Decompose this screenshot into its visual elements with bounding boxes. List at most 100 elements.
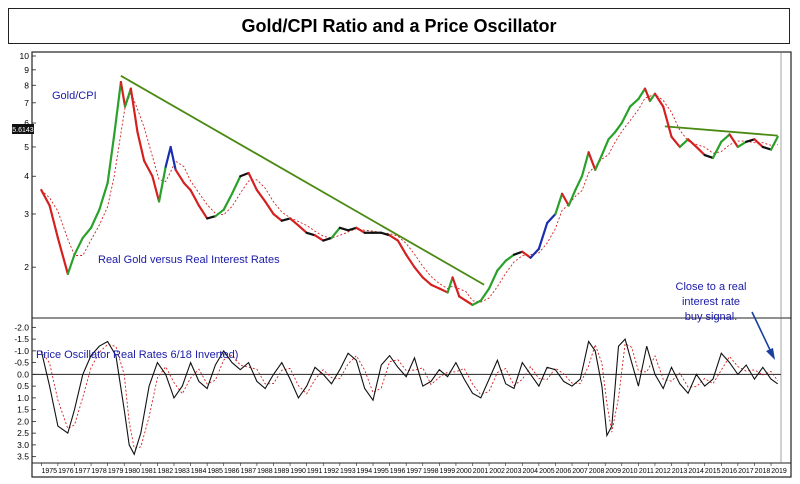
gold-cpi-segment [164,145,172,168]
x-tick-label: 2006 [556,468,572,475]
x-tick-label: 2007 [572,468,588,475]
x-tick-label: 2014 [688,468,704,475]
gold-cpi-segment [143,159,154,178]
gold-cpi-segment [129,87,139,134]
osc-tick-label: -2.0 [14,322,29,332]
x-tick-label: 1976 [58,468,74,475]
gold-cpi-segment [537,221,549,250]
gold-cpi-segment [151,175,161,203]
gold-cpi-segment [720,133,731,143]
callout-arrow-shaft [751,311,772,353]
gold-cpi-segment [222,192,234,211]
gold-cpi-segment [123,87,132,108]
y-tick-label: 3 [24,209,29,219]
osc-tick-label: -1.5 [14,334,29,344]
x-tick-label: 2016 [722,468,738,475]
x-tick-label: 1981 [141,468,157,475]
x-tick-label: 2010 [622,468,638,475]
x-tick-label: 1997 [406,468,422,475]
x-tick-label: 1992 [323,468,339,475]
gold-cpi-segment [546,212,557,225]
osc-tick-label: 0.0 [17,369,29,379]
osc-tick-label: 2.5 [17,428,29,438]
x-tick-label: 1975 [42,468,58,475]
gold-cpi-segment [580,151,590,178]
gold-cpi-segment [496,259,507,272]
gold-cpi-segment [421,276,433,286]
y-tick-label: 7 [24,98,29,108]
gold-cpi-segment [305,231,317,237]
gold-cpi-segment [695,145,706,157]
gold-cpi-segment [297,224,308,234]
gold-cpi-segment [174,168,186,185]
x-tick-label: 1996 [390,468,406,475]
callout-arrow-head [766,348,775,360]
gold-cpi-segment [388,234,399,242]
x-tick-label: 1977 [75,468,91,475]
x-tick-label: 1990 [290,468,306,475]
gold-cpi-segment [280,217,292,222]
gold-cpi-segment [322,236,333,242]
y-tick-label: 9 [24,65,29,75]
gold-cpi-segment [620,105,632,125]
gold-cpi-segment [745,138,756,143]
last-value-badge-box [12,124,34,134]
last-value-badge-text: 5.6143 [12,127,34,134]
y-tick-label: 10 [20,51,30,61]
top-panel-trendlines [120,75,778,286]
x-tick-label: 2003 [506,468,522,475]
osc-tick-label: 2.0 [17,416,29,426]
x-tick-label: 2015 [705,468,721,475]
oscillator-series [40,338,779,456]
gold-cpi-segment [512,250,524,256]
gold-cpi-segment [264,200,275,216]
gold-cpi-segment [521,250,532,259]
gold-cpi-segment [662,105,673,138]
moving-average-line [40,91,778,303]
x-tick-label: 2012 [655,468,671,475]
osc-tick-label: -1.0 [14,346,29,356]
gold-cpi-segment [197,204,209,220]
y-tick-label: 6 [24,118,29,128]
gold-cpi-segment [487,269,499,290]
gold-cpi-segment [255,188,267,203]
osc-tick-label: 1.5 [17,405,29,415]
x-tick-label: 1983 [174,468,190,475]
gold-cpi-segment [703,153,715,159]
gold-cpi-segment [247,171,259,192]
gold-cpi-segment [206,215,217,220]
x-tick-label: 2002 [489,468,505,475]
gold-cpi-segment [567,188,577,207]
oscillator-line [40,338,779,456]
gold-cpi-segment [753,138,764,149]
gold-cpi-segment [587,151,597,171]
x-tick-label: 2005 [539,468,555,475]
gold-cpi-segment [451,276,461,298]
gold-cpi-segment [136,130,146,162]
x-tick-label: 1985 [207,468,223,475]
chart-frame [31,51,792,478]
x-tick-label: 1999 [440,468,456,475]
series-label: Gold/CPI [52,90,97,102]
gold-cpi-segment [574,175,584,192]
y-tick-label: 8 [24,80,29,90]
x-tick-label: 2000 [456,468,472,475]
gold-cpi-segment [189,188,200,207]
trendline [120,75,485,286]
gold-cpi-segment [48,204,59,240]
x-tick-label: 2013 [672,468,688,475]
top-panel-grid [32,55,36,268]
x-tick-label: 2009 [605,468,621,475]
osc-tick-label: 0.5 [17,381,29,391]
x-tick-label: 1986 [224,468,240,475]
gold-cpi-segment [56,236,69,276]
gold-cpi-segment [600,138,610,157]
gold-cpi-segment [89,208,101,229]
gold-cpi-segment [119,80,127,108]
gold-cpi-segment [560,192,570,207]
gold-cpi-segment [643,87,652,103]
gold-cpi-segment [81,226,93,240]
gold-cpi-segment [40,188,51,207]
x-tick-label: 1988 [257,468,273,475]
